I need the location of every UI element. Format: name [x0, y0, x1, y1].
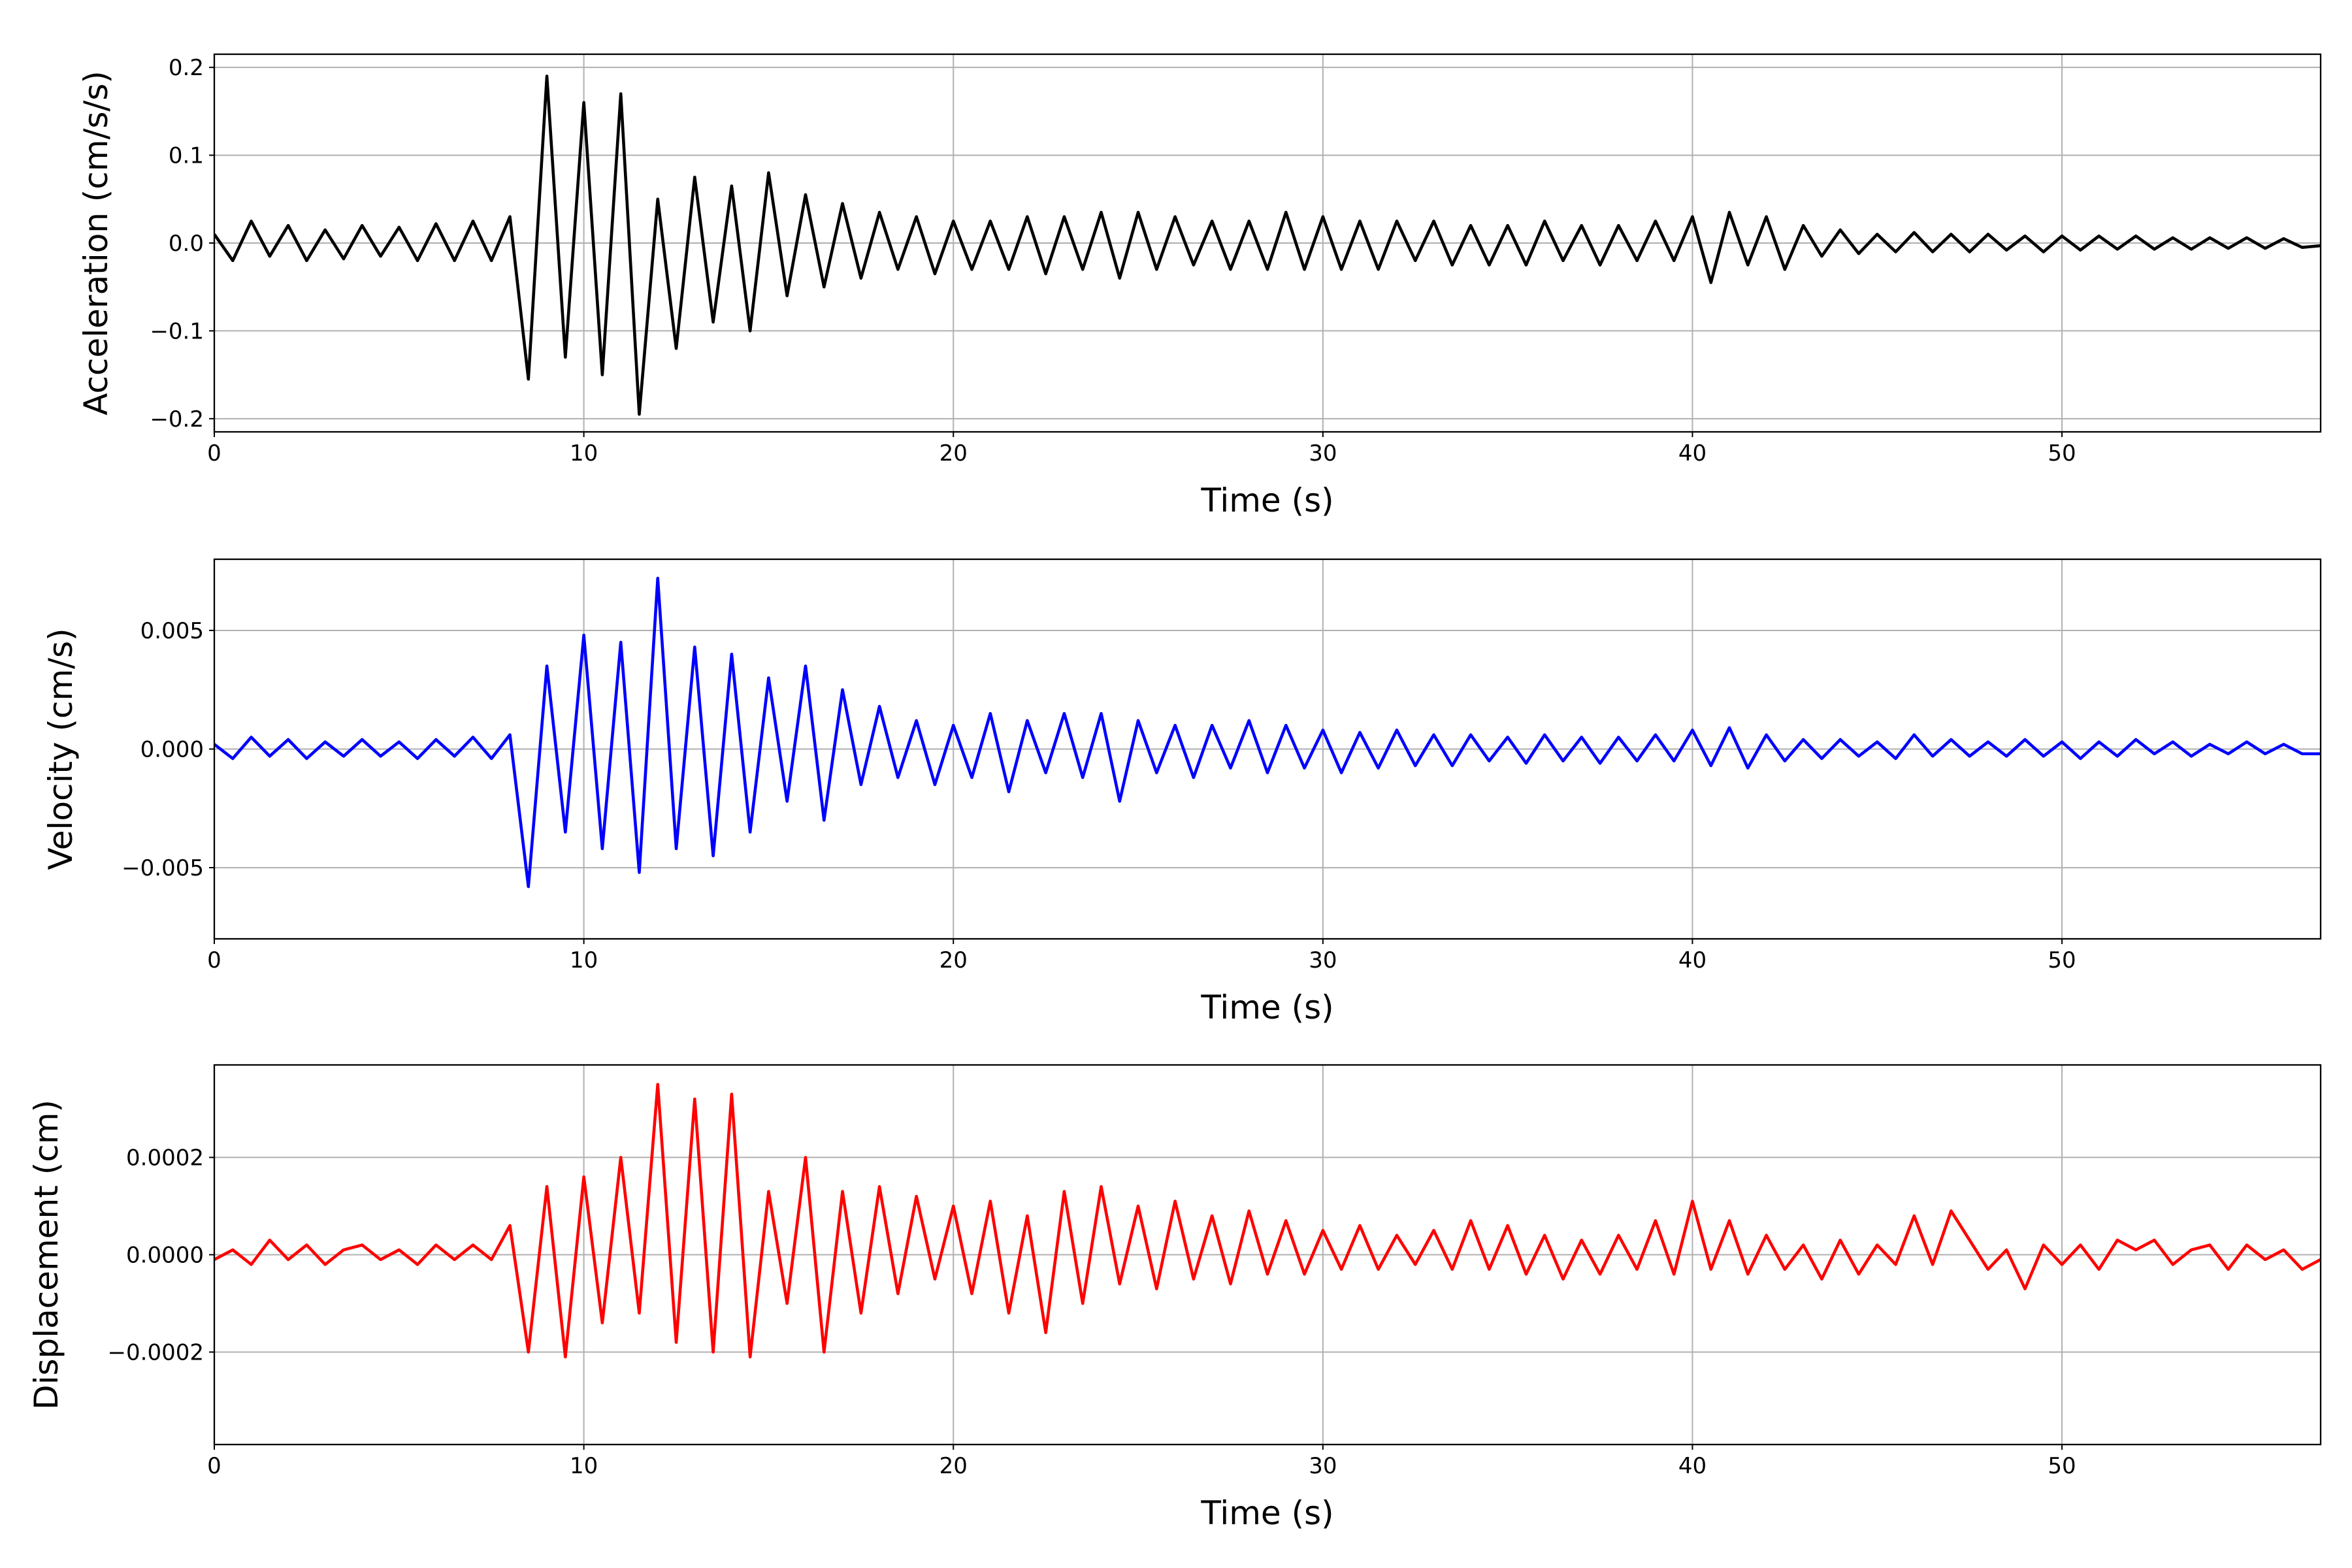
axes-frame [213, 1064, 2322, 1446]
x-tick-label: 30 [1309, 947, 1337, 973]
x-tick-label: 10 [570, 440, 598, 466]
x-tick-label: 50 [2048, 1453, 2076, 1479]
y-axis-label: Velocity (cm/s) [42, 628, 80, 870]
y-tick-label: 0.2 [169, 55, 204, 81]
y-tick-label: 0.000 [140, 737, 204, 763]
y-axis-label: Acceleration (cm/s/s) [77, 71, 115, 416]
y-tick-label: −0.2 [150, 406, 204, 433]
x-axis-label: Time (s) [1200, 482, 1333, 519]
y-tick-label: 0.0002 [126, 1145, 204, 1171]
x-axis-label: Time (s) [1200, 1494, 1333, 1532]
y-tick-label: 0.1 [169, 143, 204, 169]
y-tick-label: 0.0 [169, 231, 204, 257]
y-axis-label: Displacement (cm) [27, 1100, 65, 1410]
axes-frame [213, 53, 2322, 433]
x-axis-label: Time (s) [1200, 988, 1333, 1026]
x-tick-label: 50 [2048, 440, 2076, 466]
y-tick-label: −0.005 [122, 855, 204, 881]
data-line [214, 576, 2321, 889]
x-tick-label: 40 [1678, 1453, 1707, 1479]
x-tick-label: 20 [939, 1453, 968, 1479]
x-tick-label: 0 [207, 440, 221, 466]
x-tick-label: 20 [939, 947, 968, 973]
x-tick-label: 30 [1309, 440, 1337, 466]
x-tick-label: 0 [207, 1453, 221, 1479]
x-tick-label: 50 [2048, 947, 2076, 973]
data-line [214, 74, 2321, 416]
x-tick-label: 40 [1678, 440, 1707, 466]
x-tick-label: 30 [1309, 1453, 1337, 1479]
x-tick-label: 10 [570, 1453, 598, 1479]
y-tick-label: −0.0002 [108, 1339, 204, 1365]
x-tick-label: 20 [939, 440, 968, 466]
axes-frame [213, 558, 2322, 940]
y-tick-label: 0.0000 [126, 1243, 204, 1269]
x-tick-label: 10 [570, 947, 598, 973]
data-line [214, 1083, 2321, 1359]
x-tick-label: 40 [1678, 947, 1707, 973]
y-tick-label: 0.005 [140, 618, 204, 644]
y-tick-label: −0.1 [150, 318, 204, 344]
x-tick-label: 0 [207, 947, 221, 973]
